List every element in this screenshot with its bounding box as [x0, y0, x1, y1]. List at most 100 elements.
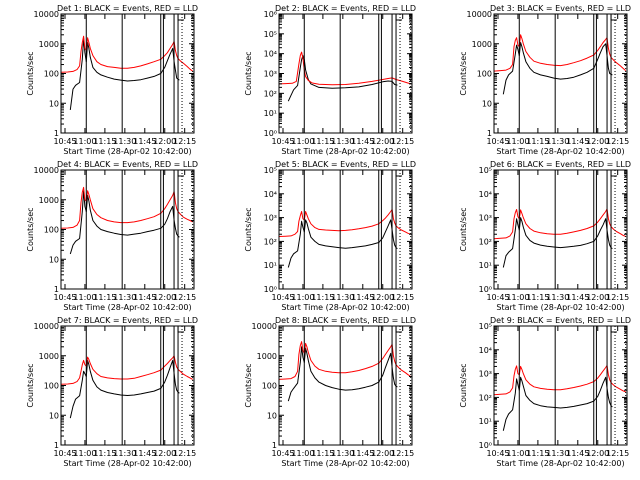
chart-panel-3: 1 10 100 1000 10000 10:4511:0011:1511:3011:45… [459, 4, 631, 156]
x-tick-label: 10:45 [271, 137, 294, 146]
x-tick-label: 12:00 [371, 293, 394, 302]
bracket-mark [177, 15, 185, 21]
x-tick-label: 11:30 [113, 449, 136, 458]
x-tick-label: 11:00 [291, 293, 314, 302]
y-tick-label: 10 [49, 411, 59, 420]
x-tick-label: 11:45 [133, 449, 156, 458]
bracket-mark [610, 15, 618, 21]
x-tick-label: 10:45 [271, 449, 294, 458]
panel-title: Det 8: BLACK = Events, RED = LLD [275, 316, 416, 325]
chart-panel-6: 10⁰ 10¹ 10² 10³ 10⁴ 10⁵ 10:4511:0011:1511:3011… [459, 160, 631, 312]
chart-panel-2: 10⁰ 10¹ 10² 10³ 10⁴ 10⁵ 10⁶ 10:4511:0011:1511:3… [244, 4, 416, 156]
y-axis-label: Counts/sec [244, 363, 253, 407]
x-tick-label: 10:45 [53, 293, 76, 302]
y-tick-label: 10⁵ [264, 166, 277, 175]
x-tick-label: 10:45 [271, 293, 294, 302]
x-tick-label: 11:15 [526, 293, 549, 302]
series-lld-line [60, 186, 193, 229]
x-tick-label: 11:00 [506, 137, 529, 146]
y-tick-label: 10³ [479, 370, 492, 379]
x-tick-label: 12:15 [173, 449, 196, 458]
x-tick-label: 11:30 [331, 137, 354, 146]
y-tick-label: 10 [49, 255, 59, 264]
y-tick-label: 10³ [264, 214, 277, 223]
x-tick-label: 12:00 [153, 293, 176, 302]
y-tick-label: 10² [479, 237, 492, 246]
x-tick-label: 11:00 [73, 293, 96, 302]
panel-title: Det 5: BLACK = Events, RED = LLD [275, 160, 416, 169]
x-tick-label: 11:00 [73, 137, 96, 146]
y-axis-label: Counts/sec [244, 51, 253, 95]
chart-panel-4: 1 10 100 1000 10000 10:4511:0011:1511:3011:45… [26, 160, 198, 312]
x-tick-label: 11:30 [113, 137, 136, 146]
x-tick-label: 11:45 [566, 137, 589, 146]
x-tick-label: 12:15 [391, 137, 414, 146]
x-tick-label: 11:45 [566, 293, 589, 302]
x-tick-label: 12:00 [586, 137, 609, 146]
y-tick-label: 10² [264, 89, 277, 98]
x-tick-label: 10:45 [486, 293, 509, 302]
x-axis-label: Start Time (28-Apr-02 10:42:00) [281, 303, 409, 312]
x-tick-label: 10:45 [53, 137, 76, 146]
y-tick-label: 100 [477, 70, 492, 79]
y-tick-label: 100 [44, 382, 59, 391]
y-tick-label: 10² [264, 237, 277, 246]
x-tick-label: 12:00 [153, 449, 176, 458]
x-tick-label: 12:15 [606, 137, 629, 146]
y-tick-label: 10¹ [479, 261, 492, 270]
x-tick-label: 12:15 [173, 293, 196, 302]
y-tick-label: 10⁰ [264, 285, 277, 294]
y-tick-label: 10⁴ [479, 190, 492, 199]
y-tick-label: 10000 [467, 10, 492, 19]
x-tick-label: 10:45 [486, 449, 509, 458]
x-axis-label: Start Time (28-Apr-02 10:42:00) [63, 303, 191, 312]
x-tick-label: 10:45 [53, 449, 76, 458]
y-tick-label: 1000 [39, 40, 59, 49]
plot-frame [493, 169, 628, 290]
y-tick-label: 10¹ [264, 261, 277, 270]
series-lld-line [278, 341, 411, 380]
y-axis-label: Counts/sec [459, 207, 468, 251]
x-tick-label: 12:15 [391, 293, 414, 302]
panel-title: Det 3: BLACK = Events, RED = LLD [490, 4, 631, 13]
y-tick-label: 10³ [264, 70, 277, 79]
x-tick-label: 12:00 [371, 137, 394, 146]
y-tick-label: 10² [479, 393, 492, 402]
x-axis-label: Start Time (28-Apr-02 10:42:00) [496, 459, 624, 468]
y-tick-label: 1 [54, 285, 59, 294]
y-tick-label: 10000 [252, 322, 277, 331]
panel-title: Det 2: BLACK = Events, RED = LLD [275, 4, 416, 13]
chart-panel-5: 10⁰ 10¹ 10² 10³ 10⁴ 10⁵ 10:4511:0011:1511:3011… [244, 160, 416, 312]
bracket-mark [395, 15, 403, 21]
y-tick-label: 10⁵ [479, 322, 492, 331]
y-axis-label: Counts/sec [26, 207, 35, 251]
y-tick-label: 10³ [479, 214, 492, 223]
y-tick-label: 10⁴ [479, 346, 492, 355]
y-tick-label: 10⁴ [264, 50, 277, 59]
x-tick-label: 11:30 [546, 293, 569, 302]
x-tick-label: 12:15 [606, 293, 629, 302]
y-tick-label: 10 [267, 411, 277, 420]
y-tick-label: 10⁵ [479, 166, 492, 175]
chart-panel-9: 10⁰ 10¹ 10² 10³ 10⁴ 10⁵ 10:4511:0011:1511:3011… [459, 316, 631, 468]
y-axis-label: Counts/sec [26, 51, 35, 95]
x-tick-label: 11:15 [526, 449, 549, 458]
x-tick-label: 11:45 [351, 449, 374, 458]
y-tick-label: 10000 [34, 10, 59, 19]
y-tick-label: 10⁰ [479, 441, 492, 450]
series-lld-line [493, 34, 627, 72]
y-tick-label: 10000 [34, 322, 59, 331]
chart-panel-1: 1 10 100 1000 10000 10:4511:0011:1511:3011:45… [26, 4, 198, 156]
bracket-mark [610, 327, 618, 333]
x-axis-label: Start Time (28-Apr-02 10:42:00) [496, 303, 624, 312]
y-tick-label: 10¹ [479, 417, 492, 426]
x-tick-label: 11:15 [93, 137, 116, 146]
y-tick-label: 1000 [472, 40, 492, 49]
y-axis-label: Counts/sec [459, 363, 468, 407]
x-tick-label: 11:45 [351, 137, 374, 146]
x-axis-label: Start Time (28-Apr-02 10:42:00) [281, 459, 409, 468]
series-lld-line [493, 365, 626, 396]
y-tick-label: 10000 [34, 166, 59, 175]
y-axis-label: Counts/sec [26, 363, 35, 407]
